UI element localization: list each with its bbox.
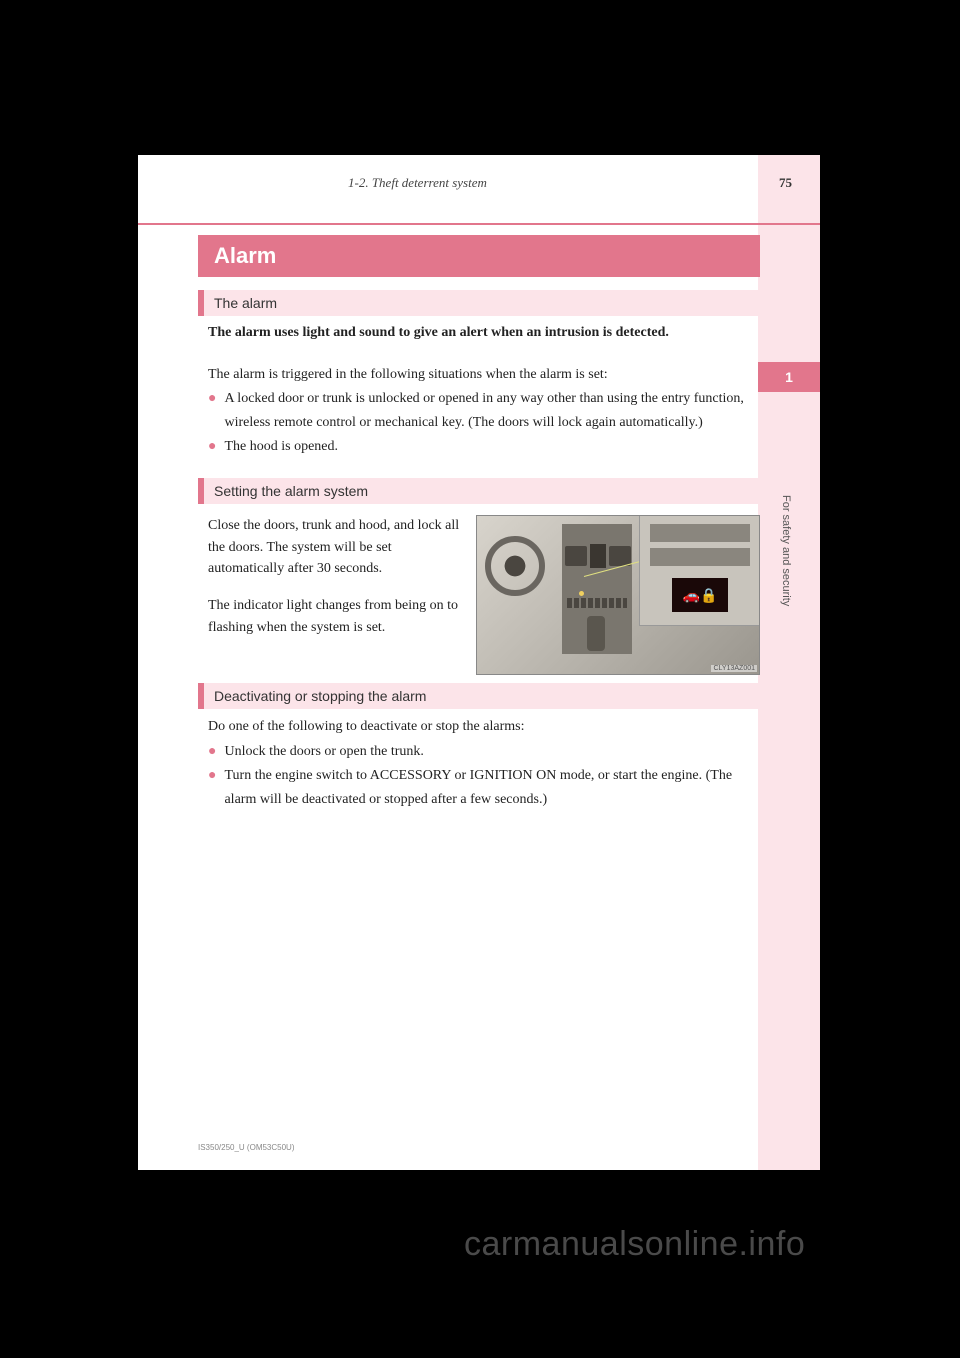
setting-body-text-2: The indicator light changes from being o… — [208, 595, 463, 638]
inset-button-row — [650, 548, 750, 566]
side-tab-background — [758, 155, 820, 1170]
list-item: ● A locked door or trunk is unlocked or … — [208, 387, 753, 435]
chapter-number: 1 — [785, 369, 793, 385]
list-item: ● The hood is opened. — [208, 435, 753, 459]
deactivating-bullet-list: ● Unlock the doors or open the trunk. ● … — [208, 740, 753, 811]
watermark-text: carmanualsonline.info — [464, 1225, 805, 1264]
deactivating-intro-text: Do one of the following to deactivate or… — [208, 717, 753, 737]
breadcrumb: 1-2. Theft deterrent system — [348, 175, 487, 191]
bullet-text: The hood is opened. — [224, 435, 338, 459]
section-header-deactivating: Deactivating or stopping the alarm — [198, 683, 760, 709]
page-number: 75 — [779, 175, 792, 191]
chapter-tab: 1 — [758, 362, 820, 392]
steering-wheel-icon — [485, 536, 545, 596]
bullet-icon: ● — [208, 387, 216, 435]
alarm-bullet-list: ● A locked door or trunk is unlocked or … — [208, 387, 753, 458]
inset-button-row — [650, 524, 750, 542]
section-heading: Deactivating or stopping the alarm — [214, 688, 426, 704]
list-item: ● Unlock the doors or open the trunk. — [208, 740, 753, 764]
section-header-setting: Setting the alarm system — [198, 478, 760, 504]
indicator-dot-icon — [579, 591, 584, 596]
alarm-intro-text: The alarm uses light and sound to give a… — [208, 323, 753, 343]
button-row-icon — [567, 598, 627, 608]
inset-panel: 🚗🔒 — [639, 516, 759, 626]
section-heading: Setting the alarm system — [214, 483, 368, 499]
bullet-icon: ● — [208, 764, 216, 812]
car-lock-icon: 🚗🔒 — [683, 587, 718, 604]
vent-icon — [565, 546, 587, 566]
nav-screen-icon — [590, 544, 606, 568]
bullet-icon: ● — [208, 435, 216, 459]
list-item: ● Turn the engine switch to ACCESSORY or… — [208, 764, 753, 812]
manual-page: 1 For safety and security 1-2. Theft det… — [138, 155, 820, 1170]
bullet-text: A locked door or trunk is unlocked or op… — [224, 387, 753, 435]
section-heading: The alarm — [214, 295, 277, 311]
vent-icon — [609, 546, 631, 566]
alarm-body-text: The alarm is triggered in the following … — [208, 365, 753, 385]
shifter-icon — [587, 616, 605, 651]
bullet-icon: ● — [208, 740, 216, 764]
model-code: IS350/250_U (OM53C50U) — [198, 1143, 295, 1152]
chapter-label: For safety and security — [780, 495, 792, 606]
page-title-bar: Alarm — [198, 235, 760, 277]
bullet-text: Unlock the doors or open the trunk. — [224, 740, 423, 764]
bullet-text: Turn the engine switch to ACCESSORY or I… — [224, 764, 753, 812]
page-header: 1-2. Theft deterrent system 75 — [138, 155, 820, 227]
dashboard-illustration: 🚗🔒 CLY13AZ001 — [476, 515, 760, 675]
setting-body-text: Close the doors, trunk and hood, and loc… — [208, 515, 463, 580]
image-code: CLY13AZ001 — [711, 665, 757, 672]
security-indicator: 🚗🔒 — [672, 578, 728, 612]
section-header-alarm: The alarm — [198, 290, 760, 316]
header-rule — [138, 223, 820, 225]
page-title: Alarm — [214, 243, 276, 269]
